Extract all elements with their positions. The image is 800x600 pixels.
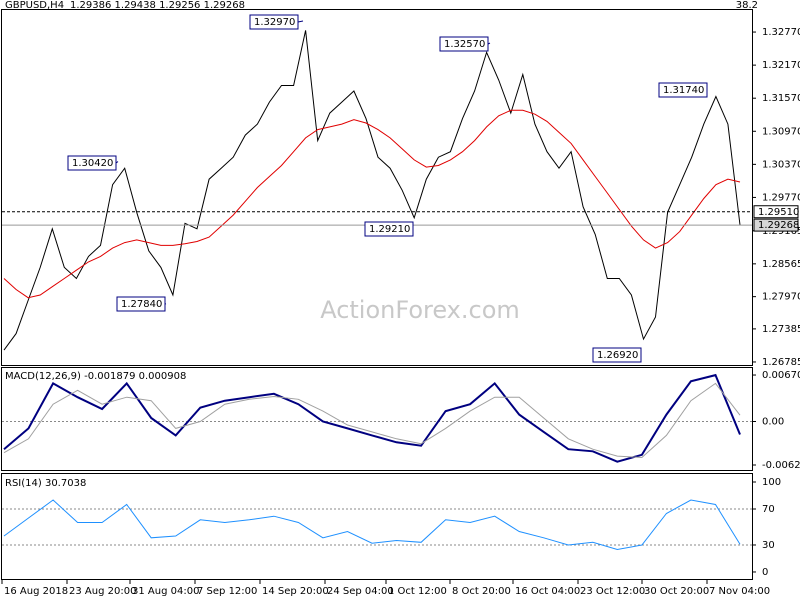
y-tick-label: 1.27385 — [762, 324, 800, 335]
y-tick-label: 1.30970 — [762, 126, 800, 137]
x-tick-label: 24 Sep 04:00 — [327, 586, 394, 597]
y-tick-label: 1.31570 — [762, 93, 800, 104]
y-tick-label: 0 — [762, 567, 768, 578]
y-tick-label: 1.32170 — [762, 60, 800, 71]
series-line — [3, 30, 741, 351]
annotation-leader — [297, 20, 304, 23]
x-tick-label: 16 Aug 2018 — [4, 586, 68, 597]
x-tick-label: 1 Oct 12:00 — [388, 586, 447, 597]
annotation-label: 1.32570 — [444, 39, 485, 50]
symbol-title: GBPUSD,H4 — [5, 0, 64, 11]
fib-label: 38.2 — [736, 0, 758, 11]
x-tick-label: 31 Aug 04:00 — [132, 586, 199, 597]
series-line — [3, 499, 741, 551]
y-tick-label: 1.32770 — [762, 27, 800, 38]
y-tick-label: 0.00 — [762, 416, 784, 427]
price-label: 1.29510 — [758, 207, 799, 218]
price-label-box — [753, 218, 799, 232]
y-tick-label: 1.30370 — [762, 159, 800, 170]
rsi-panel — [1, 473, 753, 580]
y-tick-label: -0.00628 — [762, 460, 800, 471]
annotation-label: 1.27840 — [121, 299, 162, 310]
y-tick-label: 1.26785 — [762, 357, 800, 368]
y-tick-label: 30 — [762, 540, 775, 551]
x-tick-label: 30 Oct 20:00 — [644, 586, 709, 597]
annotation-label: 1.29210 — [369, 224, 410, 235]
series-line — [3, 382, 741, 459]
x-tick-label: 7 Sep 12:00 — [197, 586, 257, 597]
y-tick-label: 70 — [762, 504, 775, 515]
series-line — [3, 373, 741, 463]
x-tick-label: 16 Oct 04:00 — [515, 586, 580, 597]
y-tick-label: 100 — [762, 477, 781, 488]
x-tick-label: 7 Nov 04:00 — [709, 586, 770, 597]
annotation-label: 1.31740 — [663, 85, 704, 96]
price-panel — [1, 9, 753, 366]
macd-title: MACD(12,26,9) -0.001879 0.000908 — [5, 371, 186, 382]
x-tick-label: 23 Oct 12:00 — [580, 586, 645, 597]
x-tick-label: 23 Aug 20:00 — [69, 586, 136, 597]
y-tick-label: 0.006706 — [762, 370, 800, 381]
price-label: 1.29268 — [758, 220, 799, 231]
y-tick-label: 1.28565 — [762, 259, 800, 270]
ohlc-text: 1.29386 1.29438 1.29256 1.29268 — [70, 0, 245, 11]
annotation-label: 1.30420 — [72, 158, 113, 169]
annotation-label: 1.32970 — [254, 17, 295, 28]
macd-panel — [1, 367, 753, 471]
annotation-leader — [115, 161, 119, 164]
y-tick-label: 1.27970 — [762, 292, 800, 303]
series-line — [3, 109, 741, 299]
annotation-label: 1.26920 — [597, 350, 638, 361]
x-tick-label: 8 Oct 20:00 — [452, 586, 511, 597]
x-tick-label: 14 Sep 20:00 — [262, 586, 329, 597]
rsi-title: RSI(14) 30.7038 — [5, 478, 86, 489]
watermark: ActionForex.com — [320, 296, 520, 324]
y-tick-label: 1.29770 — [762, 192, 800, 203]
price-label-box — [753, 205, 799, 219]
annotation-leader — [487, 42, 491, 45]
